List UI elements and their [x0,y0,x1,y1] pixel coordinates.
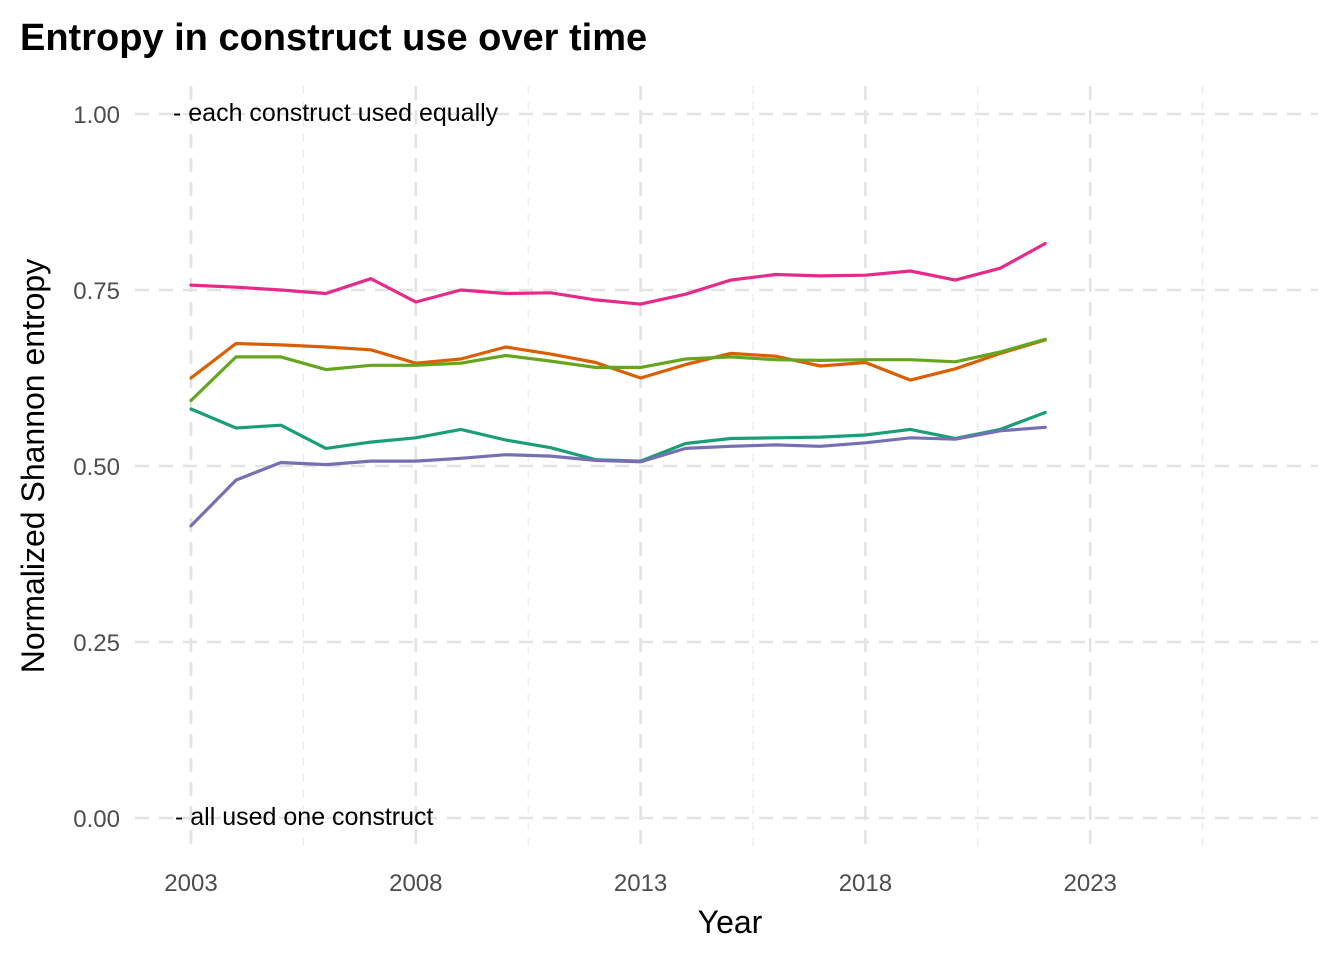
y-axis-title: Normalized Shannon entropy [15,259,51,673]
annotation-1: - each construct used equally [173,99,499,127]
y-tick-label: 0.00 [73,806,120,833]
x-tick-label: 2003 [164,870,217,897]
y-tick-label: 0.25 [73,630,120,657]
series-line-3 [189,337,1047,403]
annotations: - each construct used equally - all used … [173,99,499,831]
annotation-2: - all used one construct [175,803,434,831]
series-line-2 [189,338,1047,382]
series-line-5 [189,425,1047,528]
y-tick-label: 0.50 [73,454,120,481]
x-tick-label: 2013 [614,870,667,897]
y-tick-label: 1.00 [73,102,120,129]
x-tick-label: 2023 [1064,870,1117,897]
x-axis-title: Year [698,904,763,940]
y-tick-label: 0.75 [73,278,120,305]
x-tick-label: 2018 [839,870,892,897]
x-tick-label: 2008 [389,870,442,897]
series-line-1 [189,241,1047,306]
chart-title: Entropy in construct use over time [20,17,647,59]
series-group [189,241,1047,528]
y-axis-ticks: 0.00 0.25 0.50 0.75 1.00 [73,102,120,833]
x-axis-ticks: 2003 2008 2013 2018 2023 [164,870,1117,897]
